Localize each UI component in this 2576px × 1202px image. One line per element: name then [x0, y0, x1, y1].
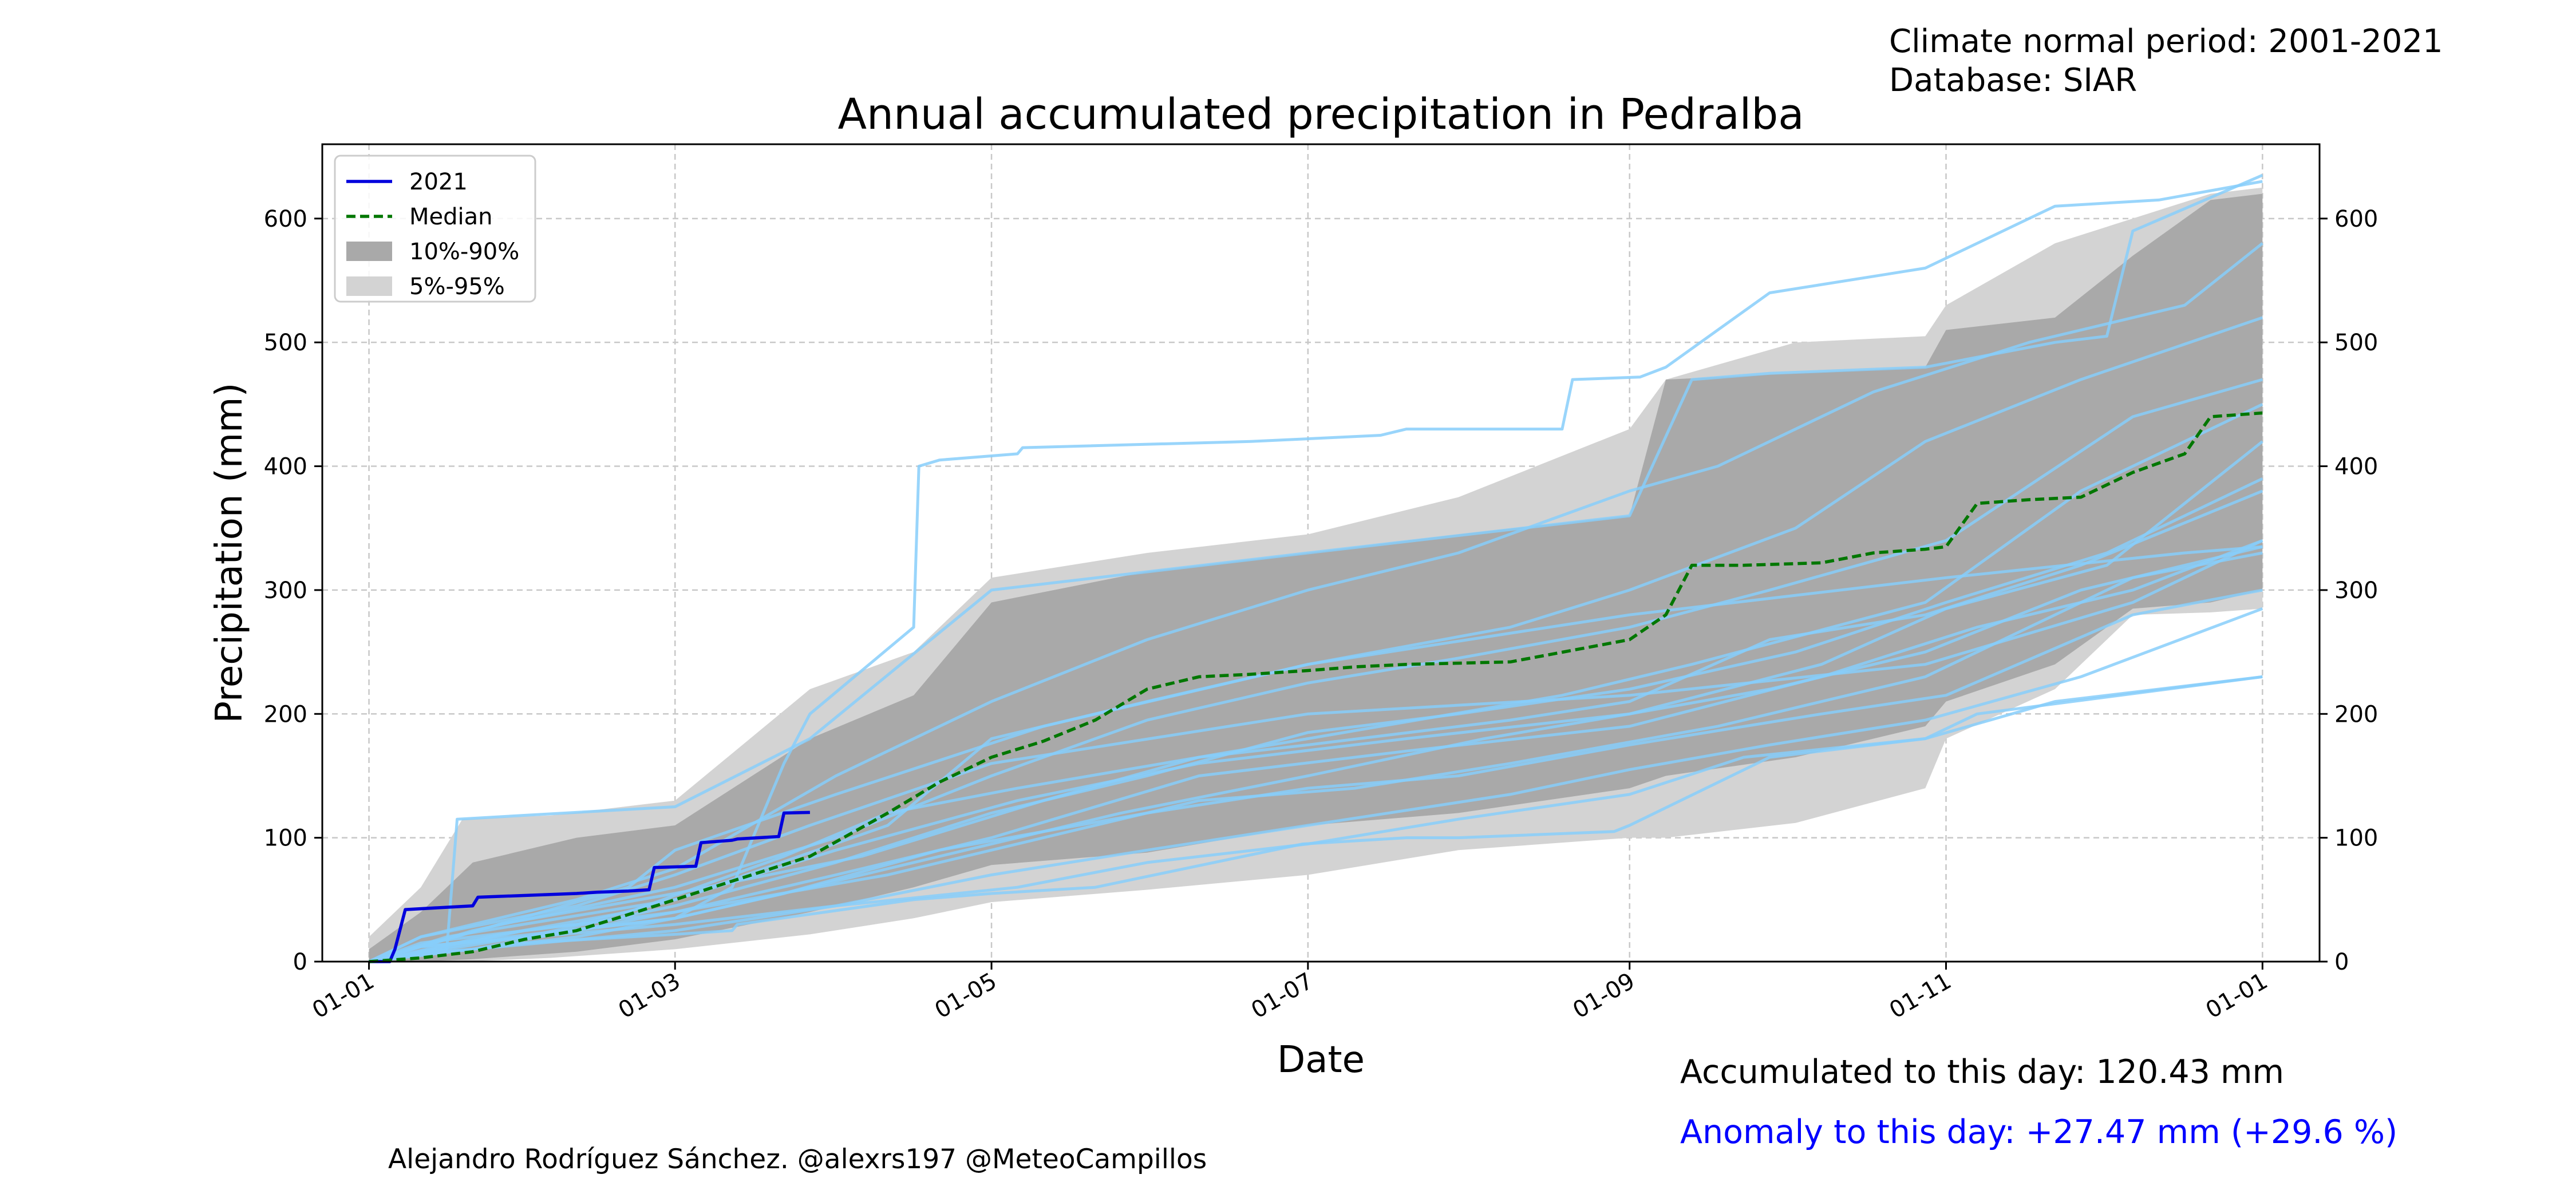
legend-label: 2021 [409, 169, 468, 195]
database-label: Database: SIAR [1889, 62, 2138, 99]
anomaly-value: Anomaly to this day: +27.47 mm (+29.6 %) [1680, 1113, 2398, 1151]
y-tick-label-right: 500 [2334, 330, 2378, 356]
historical-year-line [369, 675, 2263, 963]
legend-patch-swatch [346, 276, 392, 296]
y-tick-label-right: 600 [2334, 206, 2378, 232]
y-tick-label-left: 100 [264, 825, 307, 852]
y-tick-label-right: 300 [2334, 578, 2378, 604]
historical-year-line [368, 489, 2263, 963]
y-tick-label-left: 600 [264, 206, 307, 232]
main-series [369, 411, 2263, 963]
historical-year-line [368, 607, 2263, 963]
historical-year-lines [368, 173, 2263, 963]
y-axis-label: Precipitation (mm) [208, 383, 251, 723]
y-tick-label-left: 200 [264, 701, 307, 727]
y-tick-label-right: 0 [2334, 949, 2349, 975]
current-year-line [369, 810, 810, 963]
y-tick-label-left: 500 [264, 330, 307, 356]
legend-label: 10%-90% [409, 239, 519, 265]
plot-frame [321, 143, 2321, 963]
x-tick-label: 01-05 [930, 968, 1001, 1024]
historical-year-line [368, 545, 2263, 963]
x-tick-label: 01-07 [1247, 968, 1318, 1024]
x-tick-label: 01-01 [2202, 968, 2273, 1024]
historical-year-line [368, 545, 2263, 963]
x-tick-label: 01-01 [308, 968, 379, 1024]
x-tick-label: 01-09 [1568, 968, 1639, 1024]
x-tick-label: 01-11 [1885, 968, 1956, 1024]
legend: 2021 Median 10%-90% 5%-95% [334, 155, 536, 303]
y-tick-label-right: 100 [2334, 825, 2378, 852]
chart-title: Annual accumulated precipitation in Pedr… [837, 90, 1804, 139]
legend-label: Median [409, 204, 493, 230]
y-tick-label-right: 200 [2334, 701, 2378, 727]
historical-year-line [369, 173, 2263, 963]
percentile-bands [369, 187, 2263, 962]
y-tick-label-left: 0 [293, 949, 307, 975]
author-credit: Alejandro Rodríguez Sánchez. @alexrs197 … [388, 1144, 1207, 1175]
y-tick-label-left: 400 [264, 454, 307, 480]
accumulated-value: Accumulated to this day: 120.43 mm [1680, 1053, 2285, 1091]
legend-box [334, 155, 536, 303]
y-tick-label-right: 400 [2334, 454, 2378, 480]
x-axis-label: Date [1277, 1039, 1365, 1081]
historical-year-line [369, 477, 2263, 963]
historical-year-line [368, 378, 2263, 963]
band-10%-90% [369, 193, 2263, 962]
legend-patch-swatch [346, 242, 392, 261]
x-tick-label: 01-03 [614, 968, 685, 1024]
y-tick-label-left: 300 [264, 578, 307, 604]
historical-year-line [369, 588, 2263, 963]
legend-label: 5%-95% [409, 274, 505, 300]
climate-normal-period: Climate normal period: 2001-2021 [1889, 23, 2443, 60]
historical-year-line [368, 242, 2263, 963]
